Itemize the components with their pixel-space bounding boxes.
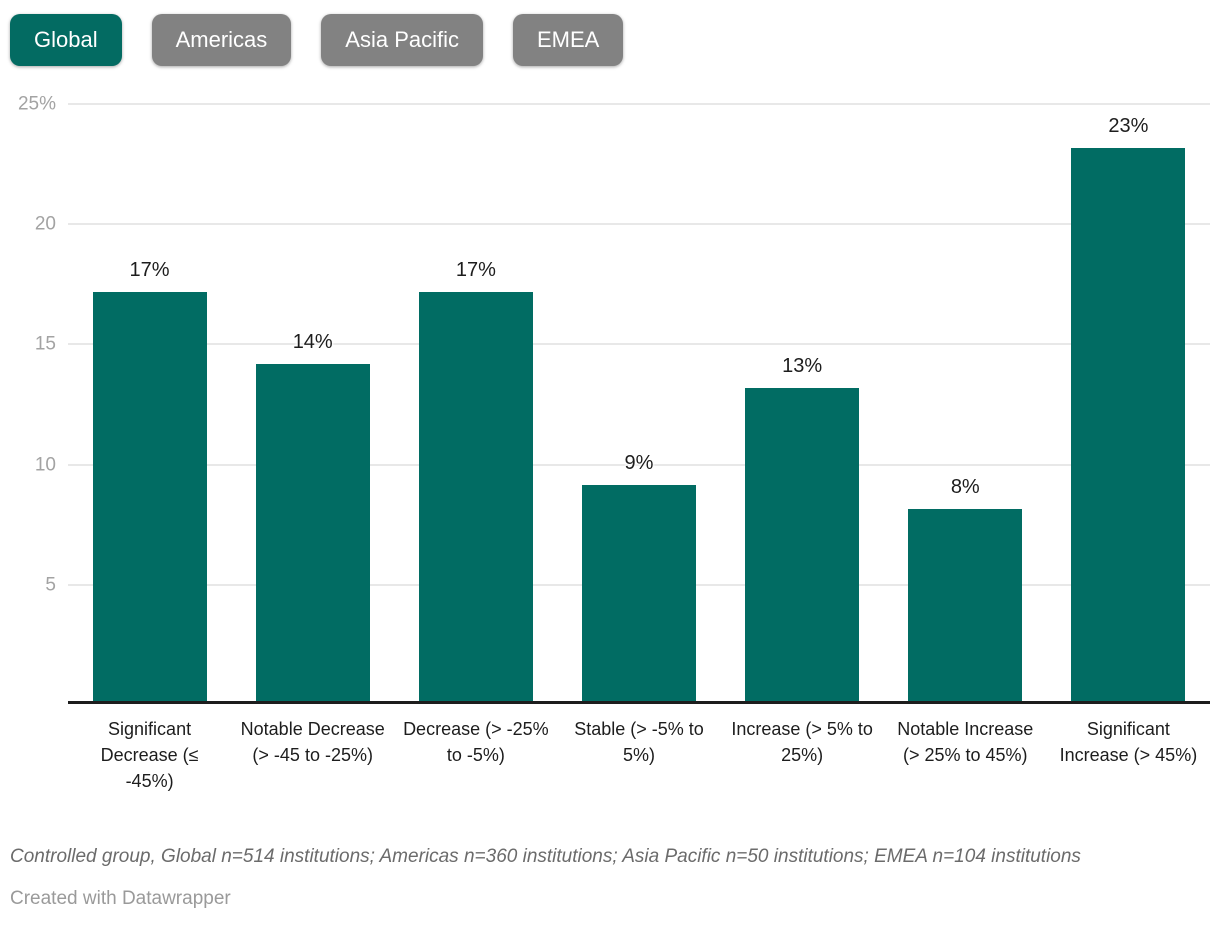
region-tabs: Global Americas Asia Pacific EMEA: [10, 14, 1210, 66]
datawrapper-attribution: Created with Datawrapper: [10, 888, 231, 909]
bar-value-label: 8%: [950, 475, 980, 498]
gridline-20: [68, 223, 1210, 226]
x-axis-category-label: Increase (> 5% to 25%): [731, 719, 873, 765]
tab-americas[interactable]: Americas: [151, 14, 292, 66]
x-axis-category-label: Decrease (> -25% to -5%): [403, 719, 549, 765]
bar[interactable]: [92, 292, 207, 701]
bar[interactable]: [418, 292, 533, 701]
tab-emea[interactable]: EMEA: [513, 14, 624, 66]
y-tick-label: 5: [45, 574, 56, 596]
bars-container: 17% 14% 17% 9% 13% 8% 23%: [68, 103, 1210, 701]
x-axis-category-label: Stable (> -5% to 5%): [574, 719, 704, 765]
bar-chart: 17% 14% 17% 9% 13% 8% 23% 25% 20 15 10 5 Significa…: [10, 95, 1210, 794]
bar-value-label: 14%: [292, 331, 333, 354]
bar-slot: 17%: [394, 259, 557, 701]
tab-global[interactable]: Global: [10, 14, 122, 66]
bar-slot: 9%: [557, 452, 720, 701]
y-tick-label: 25%: [17, 93, 56, 115]
bar[interactable]: [745, 388, 860, 701]
bar-value-label: 13%: [782, 355, 823, 378]
bar[interactable]: [581, 484, 696, 701]
tab-asia-pacific[interactable]: Asia Pacific: [321, 14, 483, 66]
gridline-15: [68, 343, 1210, 346]
bar-slot: 17%: [68, 259, 231, 701]
x-axis-category-label: Notable Increase (> 25% to 45%): [897, 719, 1034, 765]
y-tick-label: 20: [34, 213, 56, 235]
bar[interactable]: [255, 364, 370, 701]
chart-page: Global Americas Asia Pacific EMEA 17% 14% 17%…: [10, 14, 1210, 909]
gridline-10: [68, 463, 1210, 466]
bar-slot: 23%: [1047, 115, 1210, 701]
bar-slot: 8%: [884, 476, 1047, 701]
x-axis-category-label: Significant Decrease (≤ -45%): [100, 719, 199, 791]
gridline-25: [68, 103, 1210, 105]
bar-value-label: 17%: [455, 259, 496, 282]
x-axis-category-label: Notable Decrease (> -45 to -25%): [240, 719, 385, 765]
bar-value-label: 9%: [624, 451, 654, 474]
y-tick-label: 10: [34, 454, 56, 476]
x-axis-category-label: Significant Increase (> 45%): [1059, 719, 1198, 765]
bar-slot: 13%: [721, 355, 884, 701]
bar-slot: 14%: [231, 331, 394, 701]
y-tick-label: 15: [34, 333, 56, 355]
plot-area: 17% 14% 17% 9% 13% 8% 23% 25% 20 15 10 5: [18, 95, 1210, 704]
bar-value-label: 23%: [1108, 115, 1149, 138]
bar-value-label: 17%: [129, 259, 170, 282]
bar[interactable]: [908, 508, 1023, 701]
bar[interactable]: [1071, 148, 1186, 701]
chart-notes: Controlled group, Global n=514 instituti…: [10, 846, 1081, 867]
x-axis-labels: Significant Decrease (≤ -45%) Notable Dec…: [68, 704, 1210, 794]
